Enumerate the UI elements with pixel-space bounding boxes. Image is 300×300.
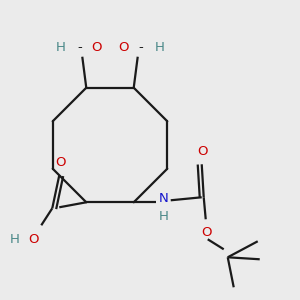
- Text: O: O: [197, 145, 208, 158]
- Text: H: H: [55, 41, 65, 54]
- Text: O: O: [55, 156, 65, 169]
- Text: H: H: [9, 233, 19, 246]
- Text: O: O: [28, 233, 38, 246]
- Text: O: O: [202, 226, 212, 239]
- Text: -: -: [77, 41, 82, 54]
- Text: H: H: [159, 210, 169, 223]
- Text: O: O: [118, 41, 129, 54]
- Text: -: -: [138, 41, 143, 54]
- Text: O: O: [91, 41, 101, 54]
- Text: H: H: [155, 41, 165, 54]
- Text: N: N: [159, 192, 169, 205]
